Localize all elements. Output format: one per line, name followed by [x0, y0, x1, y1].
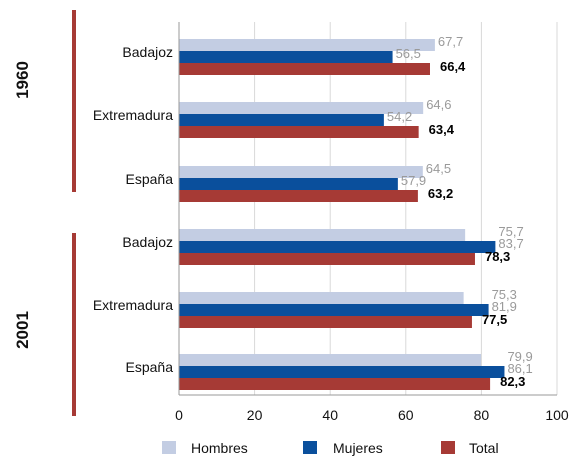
bar-mujeres [179, 366, 505, 378]
data-label-mujeres: 57,9 [401, 173, 426, 188]
bar-hombres [179, 354, 482, 366]
group-label-2001: 2001 [13, 311, 32, 349]
bar-mujeres [179, 178, 398, 190]
category-label: Extremadura [93, 297, 173, 313]
data-label-mujeres: 56,5 [396, 46, 421, 61]
x-tick-label: 60 [398, 407, 414, 423]
bar-mujeres [179, 114, 384, 126]
bar-total [179, 126, 419, 138]
group-label-1960: 1960 [13, 61, 32, 99]
bar-total [179, 316, 472, 328]
category-label: Badajoz [122, 44, 173, 60]
legend-label-hombres: Hombres [191, 440, 248, 456]
bar-total [179, 253, 475, 265]
legend-label-total: Total [469, 440, 499, 456]
data-label-mujeres: 81,9 [492, 299, 517, 314]
bar-total [179, 378, 491, 390]
legend-swatch-mujeres [303, 441, 317, 454]
bar-mujeres [179, 304, 489, 316]
data-label-hombres: 79,9 [507, 349, 532, 364]
x-tick-label: 100 [545, 407, 569, 423]
bar-total [179, 63, 430, 75]
category-label: Extremadura [93, 107, 173, 123]
data-label-total: 63,2 [428, 186, 453, 201]
data-label-mujeres: 86,1 [507, 361, 532, 376]
legend-swatch-hombres [162, 441, 176, 454]
bar-mujeres [179, 51, 393, 63]
legend-label-mujeres: Mujeres [333, 440, 383, 456]
data-label-total: 77,5 [482, 312, 507, 327]
data-label-total: 63,4 [429, 122, 455, 137]
data-label-hombres: 64,5 [426, 161, 451, 176]
data-label-hombres: 67,7 [438, 34, 463, 49]
category-label: España [126, 171, 174, 187]
bar-mujeres [179, 241, 496, 253]
data-label-total: 82,3 [500, 374, 525, 389]
category-label: Badajoz [122, 234, 173, 250]
x-tick-label: 80 [474, 407, 490, 423]
legend-swatch-total [441, 441, 455, 454]
group-divider-2001 [72, 233, 76, 416]
data-label-hombres: 64,6 [426, 97, 451, 112]
category-label: España [126, 359, 174, 375]
bar-hombres [179, 39, 435, 51]
data-label-hombres: 75,7 [498, 224, 523, 239]
bar-total [179, 190, 418, 202]
data-label-mujeres: 83,7 [498, 236, 523, 251]
data-label-hombres: 75,3 [492, 287, 517, 302]
data-label-total: 66,4 [440, 59, 466, 74]
bar-hombres [179, 292, 464, 304]
bar-hombres [179, 166, 423, 178]
x-tick-label: 40 [322, 407, 338, 423]
data-label-total: 78,3 [485, 249, 510, 264]
data-label-mujeres: 54,2 [387, 109, 412, 124]
x-tick-label: 20 [247, 407, 263, 423]
bar-hombres [179, 102, 424, 114]
group-divider-1960 [72, 10, 76, 192]
bar-hombres [179, 229, 466, 241]
x-tick-label: 0 [175, 407, 183, 423]
